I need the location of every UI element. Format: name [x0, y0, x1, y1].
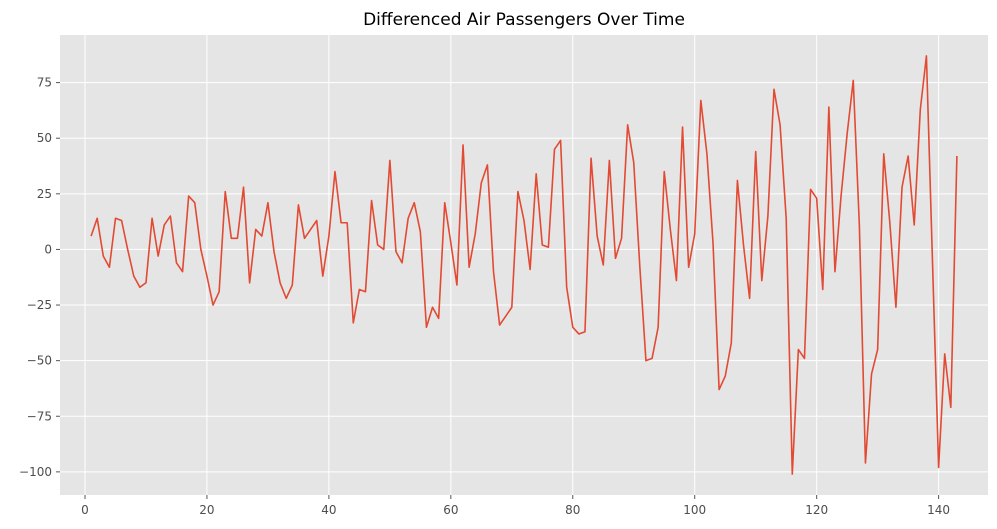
- y-tick-label: 25: [37, 187, 52, 201]
- y-tick-label: 50: [37, 131, 52, 145]
- y-tick-label: −100: [19, 465, 52, 479]
- y-tick-label: 0: [44, 242, 52, 256]
- x-tick-label: 20: [199, 503, 214, 517]
- x-tick-label: 120: [805, 503, 828, 517]
- x-tick-label: 40: [321, 503, 336, 517]
- x-tick-label: 60: [443, 503, 458, 517]
- x-tick-label: 0: [81, 503, 89, 517]
- y-tick-label: −25: [27, 298, 52, 312]
- x-axis: 0 20 40 60 80 100 120 140: [81, 495, 950, 517]
- y-tick-label: −75: [27, 409, 52, 423]
- y-axis: −100 −75 −50 −25 0 25 50 75: [19, 76, 60, 479]
- x-tick-label: 140: [927, 503, 950, 517]
- grid: [60, 35, 988, 495]
- y-tick-label: 75: [37, 76, 52, 90]
- x-tick-label: 80: [565, 503, 580, 517]
- plot-background: [60, 35, 988, 495]
- series-line: [90, 55, 958, 475]
- chart-title: Differenced Air Passengers Over Time: [363, 10, 685, 30]
- x-tick-label: 100: [683, 503, 706, 517]
- y-tick-label: −50: [27, 354, 52, 368]
- series-group: [90, 55, 958, 475]
